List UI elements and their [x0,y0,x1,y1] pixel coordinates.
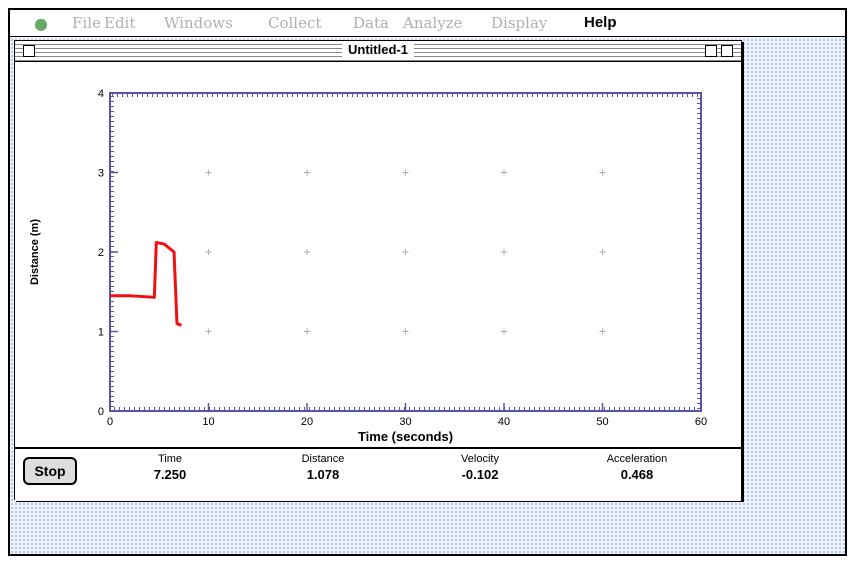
grid-cross [600,249,606,255]
grid-cross [403,249,409,255]
x-tick-label: 40 [498,416,510,428]
x-tick-label: 30 [399,416,411,428]
page: ● FileEdit Windows Collect Data Analyze Displ… [0,0,855,564]
readout-value: 1.078 [263,467,383,482]
readout-label: Distance [302,453,345,465]
readout: Time 7.250 [110,453,230,482]
readout: Acceleration 0.468 [577,453,697,482]
grid-cross [206,170,212,176]
y-tick-label: 3 [98,168,104,180]
x-axis-label: Time (seconds) [358,429,453,444]
window: Untitled-1 0 10 20 30 40 50 60 0 1 2 3 4 Time (secon… [14,40,742,500]
grid-cross [600,329,606,335]
zoom-box[interactable] [705,45,717,57]
y-tick-label: 4 [98,88,104,100]
readout-value: -0.102 [420,467,540,482]
grid-cross [403,170,409,176]
menu-item[interactable]: Analyze [403,14,463,32]
stop-button[interactable]: Stop [23,457,77,485]
data-line [110,242,181,325]
status-bar: Stop Time 7.250 Distance 1.078 Velocity -0.10… [15,447,741,501]
grid-cross [304,329,310,335]
readout-label: Time [158,453,182,465]
x-tick-label: 60 [695,416,707,428]
readout-value: 0.468 [577,467,697,482]
menu-item[interactable]: Help [584,14,617,31]
grid-cross [501,249,507,255]
grid-cross [600,170,606,176]
grid-cross [304,170,310,176]
grid-cross [206,329,212,335]
menu-item[interactable]: Collect [268,14,321,32]
readout-value: 7.250 [110,467,230,482]
menu-item[interactable]: Display [491,14,547,32]
grid-cross [501,329,507,335]
menu-item[interactable]: File [72,14,101,32]
apple-menu[interactable]: ● [34,14,48,33]
x-tick-label: 20 [301,416,313,428]
readout-label: Acceleration [607,453,668,465]
y-axis-label: Distance (m) [29,219,41,285]
grid-cross [206,249,212,255]
close-box[interactable] [23,45,35,57]
grid-cross [304,249,310,255]
menu-item[interactable]: Edit [104,14,135,32]
menu-item[interactable]: Data [353,14,389,32]
y-tick-label: 1 [98,327,104,339]
x-tick-label: 0 [107,416,113,428]
chart: 0 10 20 30 40 50 60 0 1 2 3 4 Time (seconds) Distance… [15,62,741,448]
menu-item[interactable]: Windows [164,14,233,32]
readout-label: Velocity [461,453,499,465]
y-tick-label: 2 [98,247,104,259]
window-title: Untitled-1 [342,42,414,57]
y-tick-label: 0 [98,406,104,418]
collapse-box[interactable] [721,45,733,57]
x-tick-label: 10 [202,416,214,428]
readout: Distance 1.078 [263,453,383,482]
grid-cross [501,170,507,176]
grid-cross [403,329,409,335]
readout: Velocity -0.102 [420,453,540,482]
x-tick-label: 50 [596,416,608,428]
title-bar: Untitled-1 [15,41,741,62]
